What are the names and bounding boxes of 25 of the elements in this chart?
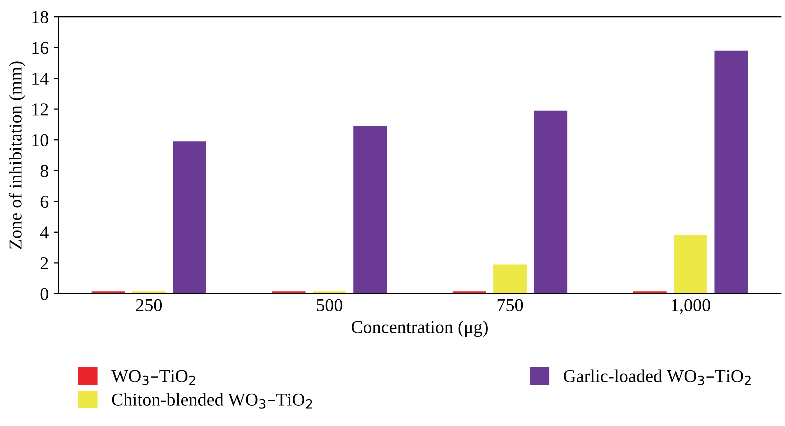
legend-label: WO$_{3}$–TiO$_{2}$	[112, 370, 196, 386]
x-tick-label: 500	[317, 299, 343, 312]
bar	[354, 126, 388, 294]
legend-label: Garlic-loaded WO$_{3}$–TiO$_{2}$	[564, 370, 751, 386]
x-tick-label: 750	[498, 299, 524, 312]
x-tick-label: 250	[136, 299, 162, 312]
y-tick-label: 10	[32, 134, 48, 147]
y-tick-label: 18	[32, 11, 48, 24]
y-tick-label: 12	[32, 104, 48, 116]
bar	[173, 142, 206, 294]
legend-label: Chiton-blended WO$_{3}$–TiO$_{2}$	[112, 393, 312, 409]
y-tick-label: 2	[40, 257, 48, 270]
bar	[714, 50, 748, 294]
y-tick-label: 14	[32, 72, 49, 85]
y-tick-label: 0	[40, 288, 48, 300]
y-tick-label: 8	[40, 165, 48, 178]
bar	[494, 264, 527, 294]
y-tick-label: 6	[40, 196, 49, 208]
x-axis-title: Concentration (μg)	[352, 320, 488, 338]
bar	[674, 235, 708, 294]
x-tick-label: 1,000	[672, 299, 710, 314]
y-axis-title: Zone of inhibitation (mm)	[8, 62, 26, 250]
y-tick-label: 4	[40, 226, 49, 239]
y-tick-label: 16	[32, 42, 49, 54]
bar	[534, 110, 568, 294]
